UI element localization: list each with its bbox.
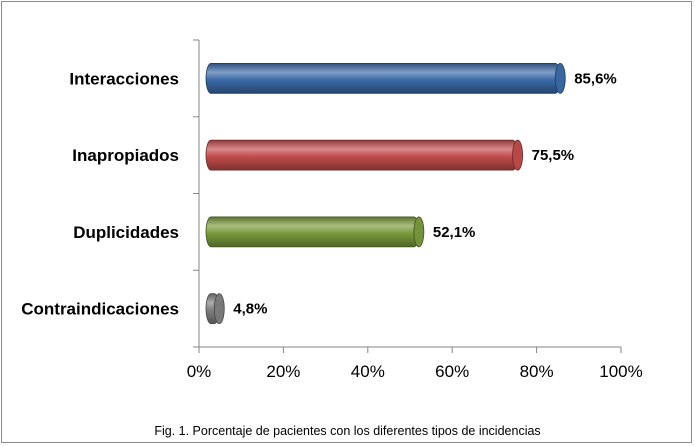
bar-chart: 0% 20% 40% 60% 80% 100% Interacciones 85,6% Ina… bbox=[21, 39, 643, 381]
data-label: 75,5% bbox=[532, 147, 575, 164]
bar-duplicidades bbox=[205, 216, 420, 248]
bar-inapropiados bbox=[205, 139, 519, 171]
chart-labels: Interacciones 85,6% Inapropiados 75,5% Dupli… bbox=[21, 69, 617, 318]
bar-end-cap bbox=[413, 216, 425, 248]
bar-end-cap bbox=[213, 293, 225, 325]
x-tick-label: 0% bbox=[187, 362, 212, 381]
category-label: Inapropiados bbox=[72, 146, 179, 165]
chart-bars bbox=[205, 62, 566, 325]
x-tick-label: 100% bbox=[599, 362, 642, 381]
data-label: 85,6% bbox=[574, 70, 617, 87]
category-label: Interacciones bbox=[69, 69, 179, 88]
x-tick-label: 80% bbox=[520, 362, 554, 381]
bar-end-cap bbox=[554, 62, 566, 94]
category-label: Contraindicaciones bbox=[21, 300, 179, 319]
data-label: 4,8% bbox=[233, 301, 267, 318]
bar-interacciones bbox=[205, 62, 561, 94]
category-label: Duplicidades bbox=[73, 223, 179, 242]
figure-caption: Fig. 1. Porcentaje de pacientes con los … bbox=[154, 424, 541, 438]
x-tick-label: 20% bbox=[266, 362, 300, 381]
bar-end-cap bbox=[512, 139, 524, 171]
x-tick-label: 40% bbox=[351, 362, 385, 381]
data-label: 52,1% bbox=[433, 224, 476, 241]
x-tick-label: 60% bbox=[435, 362, 469, 381]
chart-axes: 0% 20% 40% 60% 80% 100% bbox=[187, 39, 643, 381]
